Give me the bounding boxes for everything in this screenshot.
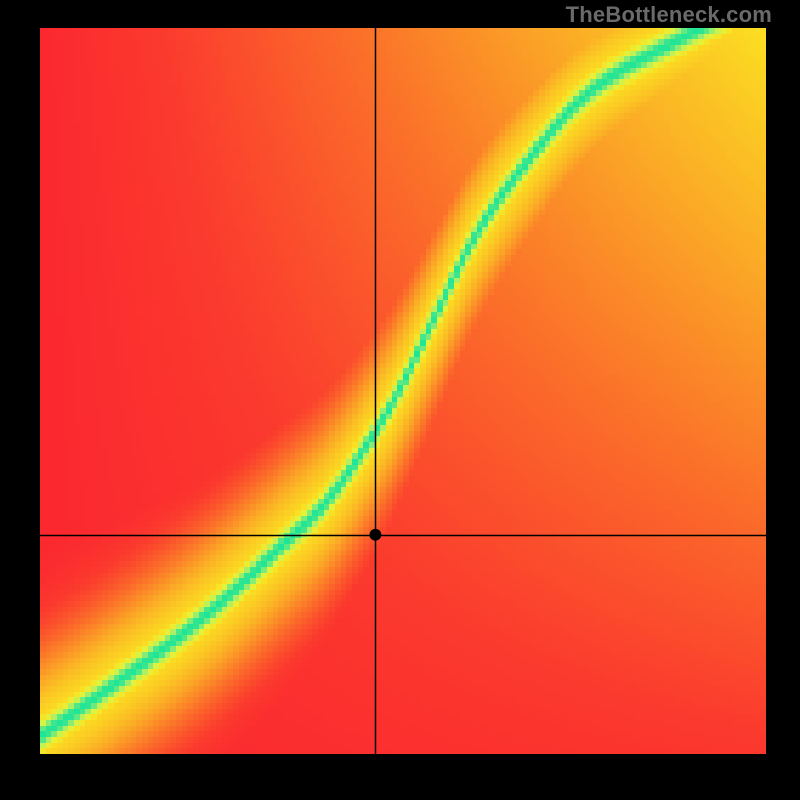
bottleneck-heatmap bbox=[40, 28, 766, 754]
watermark-text: TheBottleneck.com bbox=[566, 2, 772, 28]
chart-wrap: TheBottleneck.com bbox=[0, 0, 800, 800]
